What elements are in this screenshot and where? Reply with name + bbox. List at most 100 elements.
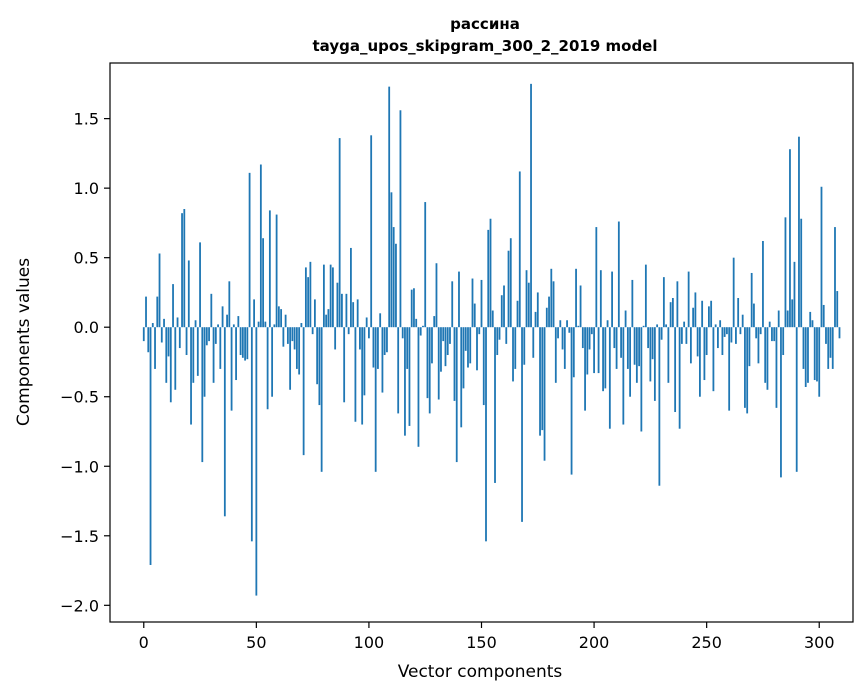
bar [568,327,571,333]
bar [268,210,271,328]
y-tick-label: 1.5 [74,110,99,129]
bar [489,218,492,328]
bar [214,327,217,344]
bar [656,324,659,328]
bar [503,285,505,328]
x-tick-label: 250 [691,633,722,652]
bar [753,303,755,328]
bar [590,327,593,335]
bar [244,327,246,361]
bar [442,327,445,342]
bar [595,227,598,328]
bar [327,309,330,328]
bar [381,327,384,393]
bar [341,293,343,328]
bar [487,229,490,328]
bar [782,327,785,356]
bar [464,327,467,351]
bar [165,327,168,383]
bar [386,327,388,353]
bar [750,272,753,328]
bar [599,270,602,328]
bar [518,171,521,328]
bar [735,327,737,344]
bar [154,327,156,369]
bar [530,83,532,328]
bar [169,327,172,403]
bar [145,296,147,328]
bar [205,327,208,346]
bar [259,164,262,328]
bar [354,327,357,422]
y-tick-label: −1.0 [60,457,99,476]
bar [181,213,183,328]
bar [478,327,481,335]
bar [802,327,805,369]
bar [253,299,255,328]
bar [264,321,267,328]
y-tick-label: 0.5 [74,249,99,268]
bar [527,282,530,328]
bar [532,327,535,358]
x-axis-label: Vector components [398,662,563,682]
bar [660,327,663,340]
bar [223,327,226,517]
bar [780,327,782,478]
bar [831,327,834,369]
bar [789,149,791,328]
bar [372,327,375,368]
bar [539,327,541,436]
bar [417,327,420,447]
bar [194,320,197,328]
bar [453,327,456,401]
y-tick-label: 1.0 [74,179,99,198]
bar [476,327,478,371]
bar [219,327,222,369]
bar [304,267,307,328]
bar [658,327,661,486]
bar [723,327,726,337]
bar [566,320,568,328]
bar [838,327,841,339]
bar [579,285,582,328]
bar [703,327,706,381]
bar [368,327,370,339]
bar [282,327,285,347]
x-tick-label: 150 [466,633,497,652]
bar [525,270,528,328]
bar [480,279,483,328]
bar [356,299,359,328]
bar [187,260,190,328]
bar [624,310,627,328]
bar [795,327,798,472]
bar [671,298,674,328]
bar [338,138,341,328]
bar [507,250,510,328]
bar [352,302,355,328]
bar [516,300,519,328]
bar [577,325,580,328]
bar [257,321,260,328]
bar [379,313,382,328]
bar [638,327,641,367]
y-tick-label: −2.0 [60,596,99,615]
bar [494,327,496,483]
bar [717,327,719,349]
bar [424,202,427,328]
bar [721,327,724,356]
bar [178,327,181,349]
bar [683,321,686,328]
bar [726,327,728,335]
bar [563,327,566,369]
bar [280,309,283,328]
bar [611,271,613,328]
bar [458,271,460,328]
bar [557,327,559,339]
bar [581,327,584,349]
bar [255,327,258,596]
bar [554,327,557,383]
bar [811,320,814,328]
bar [248,172,251,328]
bar [277,306,280,328]
